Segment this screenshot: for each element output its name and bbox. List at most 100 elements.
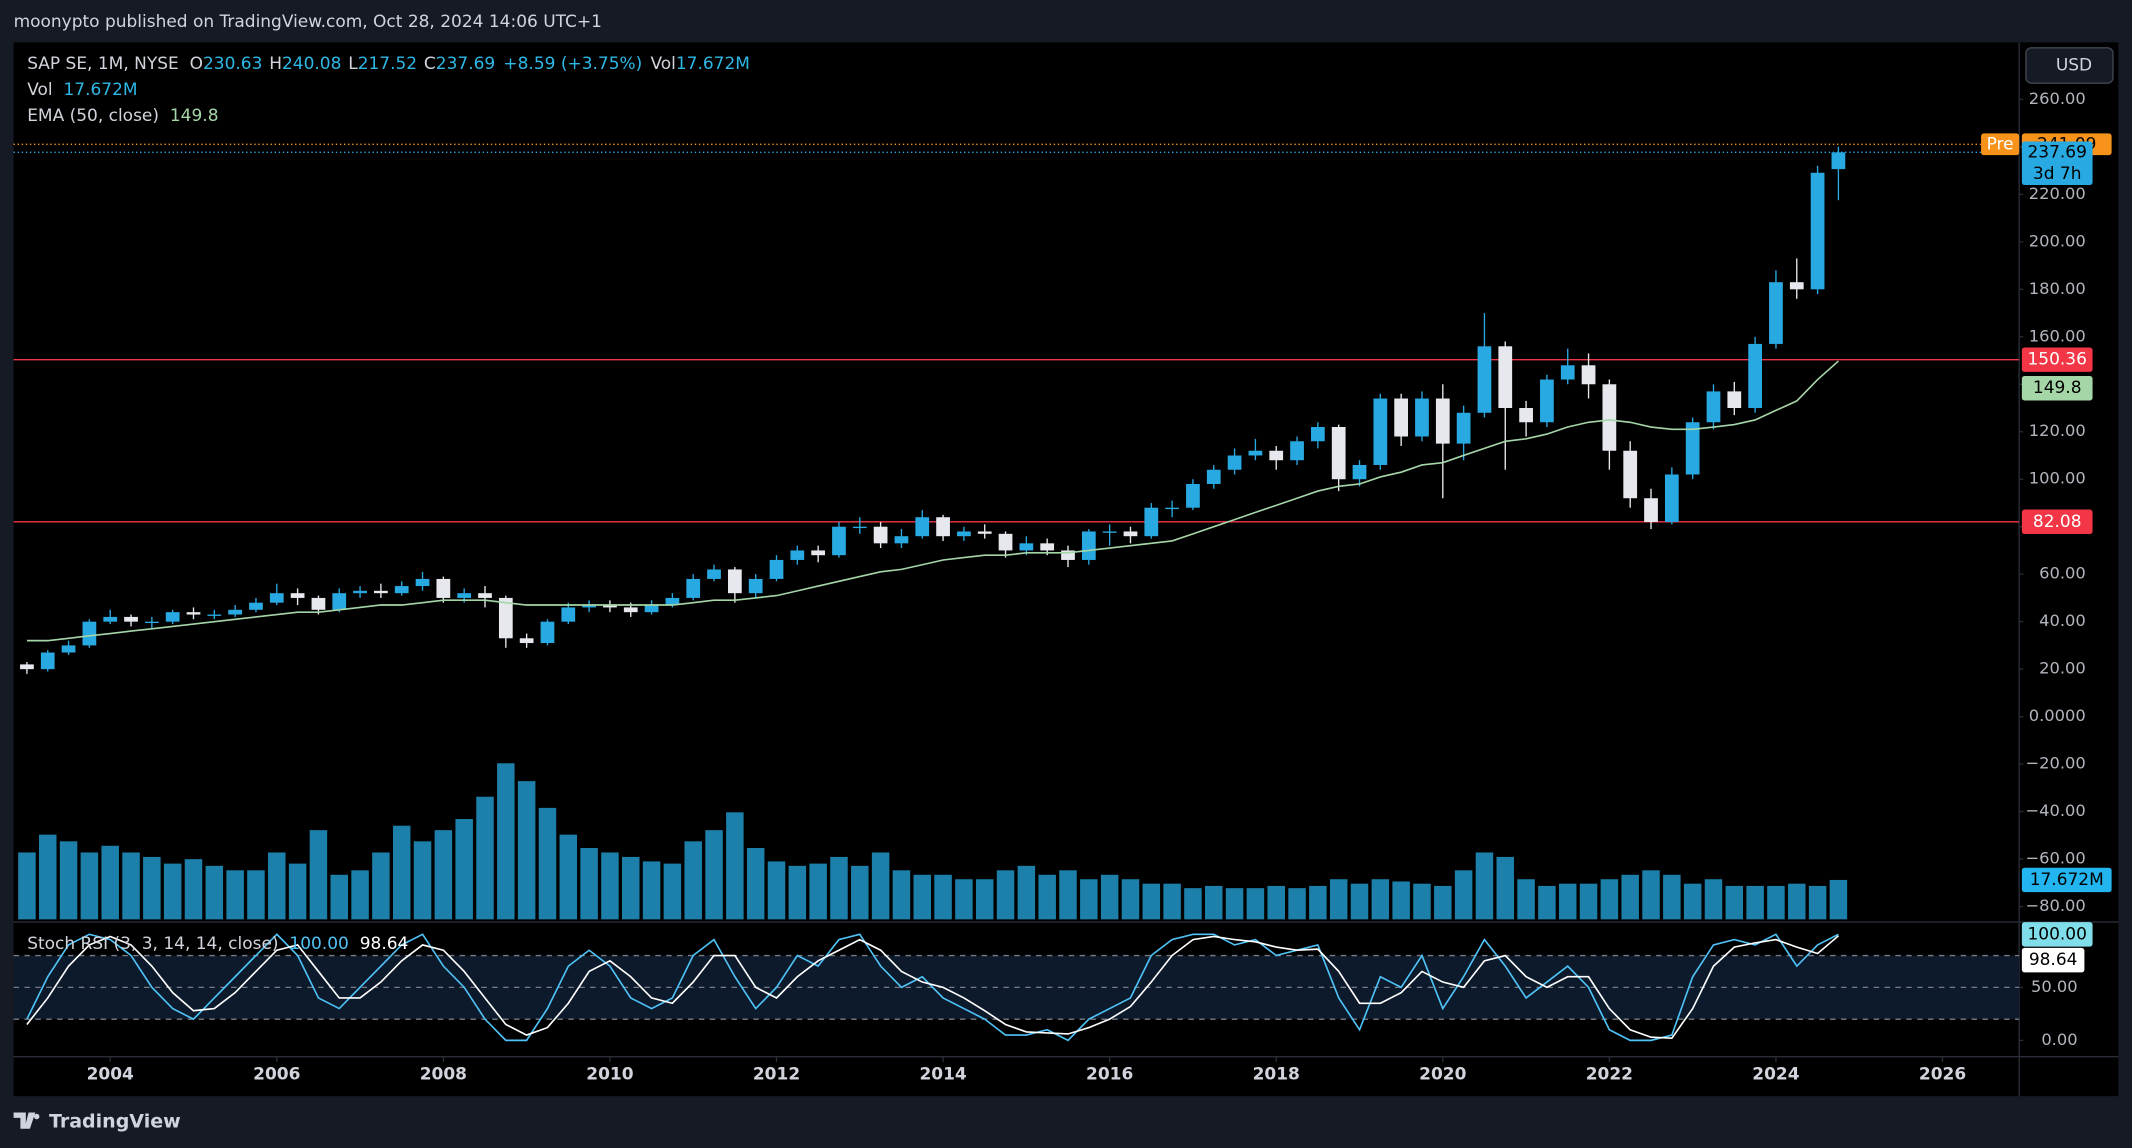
volume-bar — [684, 841, 702, 920]
candle-body — [228, 609, 243, 615]
x-tick-label: 2010 — [586, 1064, 633, 1084]
high-value: 240.08 — [282, 54, 341, 74]
candle-body — [727, 569, 742, 594]
volume-bar — [101, 845, 119, 920]
candle-body — [686, 578, 701, 598]
ema-label: EMA (50, close) — [27, 106, 159, 126]
volume-bar — [1184, 888, 1202, 920]
volume-bar — [934, 874, 952, 920]
stoch-d-line — [26, 935, 1839, 1040]
volume-bar — [413, 841, 432, 920]
candle-body — [1165, 507, 1179, 510]
volume-bar — [1746, 885, 1764, 920]
stoch-k-value: 100.00 — [289, 934, 348, 954]
volume-bar — [205, 865, 224, 920]
open-value: 230.63 — [203, 54, 262, 74]
candle-body — [790, 550, 805, 560]
volume-bar — [1642, 870, 1660, 920]
candle-body — [1727, 391, 1742, 409]
volume-bar — [1121, 879, 1140, 920]
ema-value: 149.8 — [170, 106, 219, 126]
close-value: 237.69 — [436, 54, 495, 74]
vol-label: Vol — [27, 80, 52, 100]
volume-bar — [309, 830, 328, 920]
volume-bar — [1496, 856, 1515, 920]
volume-bar — [330, 874, 348, 920]
candle-body — [40, 652, 55, 670]
volume-bar — [955, 879, 973, 920]
volume-bar — [1454, 870, 1473, 920]
volume-bar — [247, 870, 265, 920]
close-label: C — [424, 54, 436, 74]
y-tick-label: 220.00 — [2029, 184, 2086, 203]
volume-bar — [1267, 885, 1285, 920]
candle-body — [644, 605, 659, 613]
stoch-d-badge-bg — [2021, 947, 2085, 973]
volume-bar — [975, 879, 994, 920]
candle-body — [186, 612, 201, 615]
candle-body — [249, 602, 263, 610]
volume-bar — [184, 859, 203, 920]
candle-body — [311, 597, 326, 610]
currency-button[interactable] — [2025, 47, 2114, 84]
volume-bar — [1829, 879, 1848, 920]
y-tick-label: −40.00 — [2025, 801, 2085, 820]
volume-bar — [1558, 883, 1577, 920]
candle-body — [1789, 282, 1804, 290]
candle-body — [207, 614, 222, 616]
volume-bar — [59, 841, 78, 920]
volume-bar — [1413, 883, 1431, 920]
volume-bar — [663, 863, 682, 920]
x-tick-label: 2016 — [1086, 1064, 1133, 1084]
candle-body — [1102, 531, 1117, 533]
candle-body — [1581, 365, 1596, 385]
stoch-k-line — [26, 933, 1839, 1042]
volume-bar — [18, 852, 36, 920]
candle-body — [957, 531, 971, 537]
candle-body — [915, 517, 930, 537]
volume-bar — [351, 870, 369, 920]
candle-body — [332, 593, 347, 610]
y-tick-label: 180.00 — [2029, 279, 2086, 298]
legend-ema: EMA (50, close) 149.8 — [27, 106, 218, 126]
candle-body — [1706, 391, 1721, 423]
candle-body — [124, 616, 138, 622]
premarket-tag: Pre — [1987, 134, 2014, 154]
candle-body — [1456, 412, 1471, 444]
stoch-tick-label: 50.00 — [2031, 977, 2078, 996]
volume-bar — [809, 863, 827, 920]
volume-bar — [726, 812, 744, 920]
candle-body — [1394, 398, 1409, 437]
candle-body — [998, 533, 1013, 551]
volume-bar — [1288, 888, 1306, 920]
level-value-bg — [2021, 509, 2093, 535]
currency[interactable]: USD — [2056, 55, 2092, 75]
chart-area — [13, 42, 2119, 1097]
candle-body — [1685, 422, 1700, 475]
candle-body — [1144, 507, 1159, 537]
volume-bar — [392, 825, 411, 920]
candle-body — [353, 590, 367, 594]
volume-bar — [913, 874, 932, 920]
volume-bar — [1683, 883, 1702, 920]
volume-bar — [122, 852, 140, 920]
volume-bar — [1725, 885, 1744, 920]
volume-bar — [746, 848, 765, 920]
candle-body — [1477, 346, 1492, 413]
ema-badge: 149.8 — [2033, 378, 2082, 398]
volume-bar — [80, 852, 99, 920]
candle-body — [498, 597, 513, 639]
volume-bar — [705, 830, 723, 920]
candle-body — [936, 517, 950, 537]
volume-bar — [1246, 888, 1265, 920]
volume-bar — [1163, 883, 1181, 920]
stoch-k-badge-bg — [2021, 922, 2093, 947]
x-tick-label: 2018 — [1253, 1064, 1300, 1084]
candle-body — [1498, 346, 1513, 409]
premarket-tag-bg — [1981, 133, 2020, 156]
candle-body — [269, 593, 284, 603]
volume-bar — [1038, 874, 1056, 920]
volume-badge: 17.672M — [2030, 870, 2104, 890]
candle-body — [290, 593, 305, 598]
x-tick-label: 2014 — [919, 1064, 966, 1084]
